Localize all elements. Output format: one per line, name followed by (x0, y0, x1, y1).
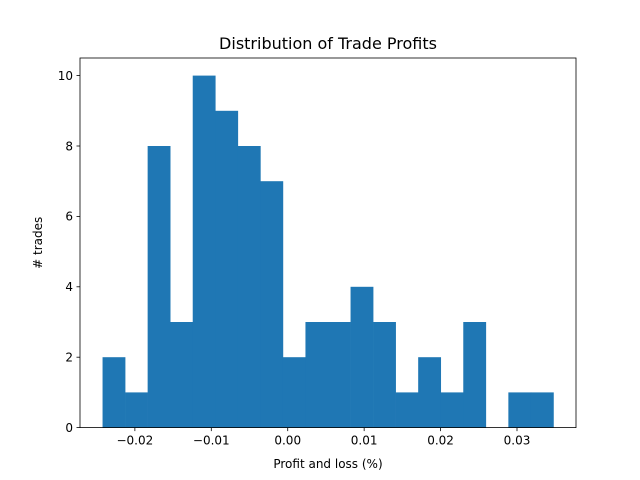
plot-frame (79, 57, 577, 429)
x-tick-label: −0.01 (193, 434, 230, 448)
histogram-bar-0 (102, 357, 126, 428)
x-axis-label: Profit and loss (%) (273, 457, 382, 471)
histogram-bar-15 (440, 392, 464, 428)
histogram-bar-8 (282, 357, 306, 428)
y-tick-label: 0 (65, 421, 73, 435)
y-tick-label: 6 (65, 210, 73, 224)
x-tick-label: 0.03 (504, 434, 531, 448)
x-tick-label: −0.02 (116, 434, 153, 448)
histogram-bar-5 (215, 110, 239, 428)
bars-group (102, 75, 554, 428)
histogram-bar-12 (373, 322, 396, 428)
histogram-bar-13 (395, 392, 419, 428)
histogram-bar-4 (192, 75, 216, 428)
x-axis-ticks: −0.02 −0.01 0.00 0.01 0.02 0.03 (116, 427, 531, 448)
histogram-bar-11 (350, 286, 374, 428)
y-tick-label: 2 (65, 351, 73, 365)
histogram-bar-16 (463, 322, 487, 428)
y-tick-label: 8 (65, 139, 73, 153)
histogram-bar-19 (530, 392, 554, 428)
x-tick-label: 0.02 (427, 434, 454, 448)
histogram-bar-3 (170, 322, 194, 428)
histogram-bar-18 (508, 392, 532, 428)
y-axis-label: # trades (31, 217, 45, 269)
histogram-bar-2 (147, 146, 171, 428)
histogram-bar-9 (305, 322, 329, 428)
x-tick-label: 0.00 (274, 434, 301, 448)
histogram-bar-1 (125, 392, 148, 428)
x-tick-label: 0.01 (351, 434, 378, 448)
histogram-bar-7 (260, 181, 284, 428)
histogram-bar-6 (237, 146, 261, 428)
chart-title: Distribution of Trade Profits (219, 34, 437, 53)
histogram-bar-14 (418, 357, 442, 428)
y-axis-ticks: 0 2 4 6 8 10 (58, 69, 80, 435)
y-tick-label: 4 (65, 280, 73, 294)
histogram-bar-10 (328, 322, 351, 428)
y-tick-label: 10 (58, 69, 73, 83)
